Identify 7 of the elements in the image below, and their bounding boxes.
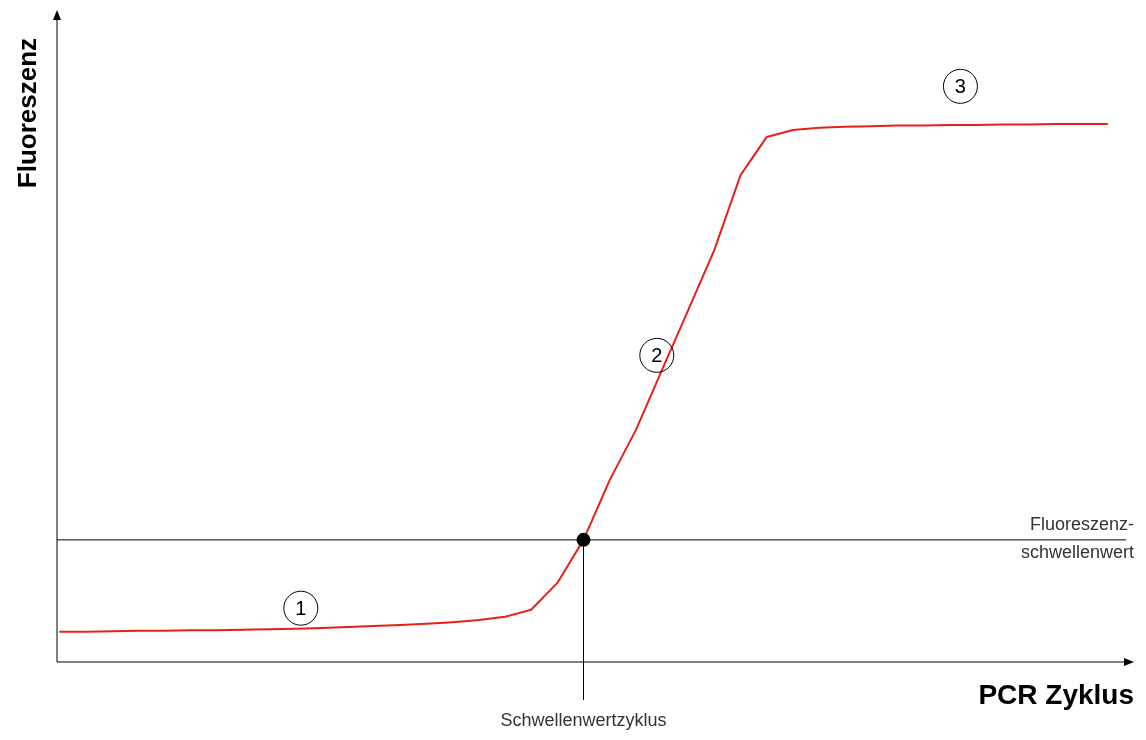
x-axis-title: PCR Zyklus <box>978 679 1134 710</box>
text: Schwellenwertzyklus <box>500 710 667 730</box>
text: 3 <box>954 75 966 98</box>
annotation: 1 <box>295 597 307 620</box>
y-axis-title: Fluoreszenz <box>12 37 42 189</box>
ref-line-label: Fluoreszenz- schwellenwert <box>1020 513 1134 562</box>
annotation: 2 <box>651 344 663 367</box>
